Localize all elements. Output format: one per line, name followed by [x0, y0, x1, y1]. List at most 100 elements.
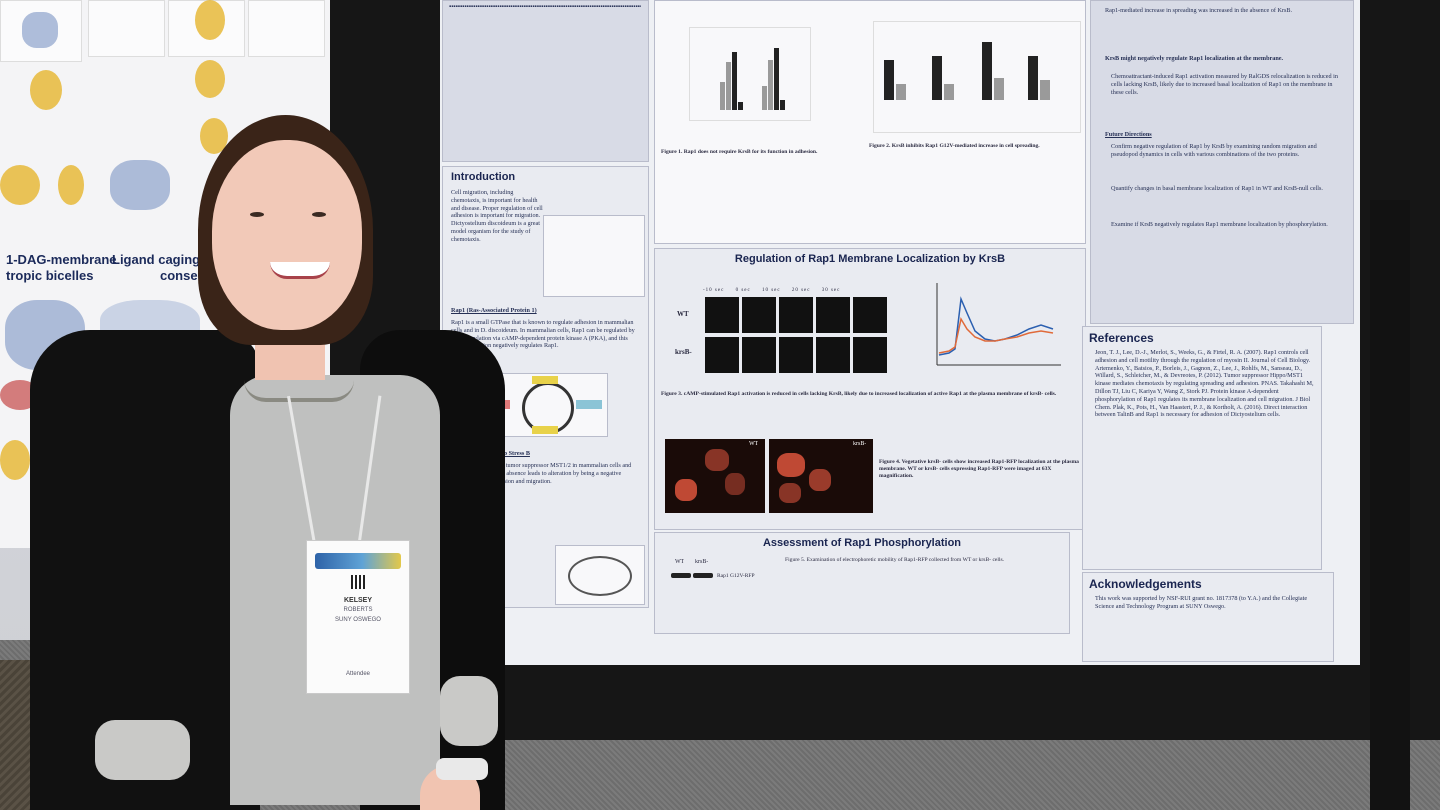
molecule-image — [0, 440, 30, 480]
abstract-text: ▪▪▪▪▪▪▪▪▪▪▪▪▪▪▪▪▪▪▪▪▪▪▪▪▪▪▪▪▪▪▪▪▪▪▪▪▪▪▪▪… — [449, 3, 641, 10]
lane-label-wt: WT — [675, 559, 685, 565]
future-item: Confirm negative regulation of Rap1 by K… — [1111, 143, 1317, 158]
time-label: 10 sec — [761, 288, 781, 293]
cell-blob — [809, 469, 831, 491]
gef-label-box — [576, 400, 602, 409]
figure3-caption: Figure 3. cAMP-stimulated Rap1 activatio… — [661, 391, 1057, 397]
badge-surname: ROBERTS — [343, 607, 373, 613]
molecule-image — [58, 165, 84, 205]
chart-bar — [884, 60, 894, 100]
chart-bar — [780, 100, 785, 110]
cell-blob — [675, 479, 697, 501]
chart-bar — [762, 86, 767, 110]
acknowledgements-text: This work was supported by NSF-RUI grant… — [1095, 595, 1308, 610]
cell-blob — [777, 453, 805, 477]
chart-bar — [732, 52, 737, 110]
badge-role: Attendee — [345, 671, 371, 677]
conclusion-bullet: Chemoattractant-induced Rap1 activation … — [1111, 73, 1338, 96]
molecule-image — [195, 60, 225, 98]
microscopy-frame — [742, 337, 776, 373]
microscopy-frame — [853, 297, 887, 333]
microscopy-frame — [705, 297, 739, 333]
cell-blob — [725, 473, 745, 495]
chart-bar — [1028, 56, 1038, 100]
chart-bar — [932, 56, 942, 100]
necklace — [244, 380, 354, 402]
chart-bar — [1040, 80, 1050, 100]
introduction-text: Cell migration, including chemotaxis, is… — [451, 189, 543, 243]
molecule-image — [0, 165, 40, 205]
microscopy-frame — [779, 337, 813, 373]
molecule-image — [195, 0, 225, 40]
membrane-localization-box: Regulation of Rap1 Membrane Localization… — [654, 248, 1086, 530]
conclusion-text: Rap1-mediated increase in spreading was … — [1105, 7, 1293, 14]
fluorescence-image-krsb: krsB- — [769, 439, 873, 513]
molecule-image — [110, 160, 170, 210]
research-poster: ▪▪▪▪▪▪▪▪▪▪▪▪▪▪▪▪▪▪▪▪▪▪▪▪▪▪▪▪▪▪▪▪▪▪▪▪▪▪▪▪… — [440, 0, 1360, 665]
results-top-box: Figure 1. Rap1 does not require KrsB for… — [654, 0, 1086, 244]
time-labels: -10 sec 0 sec 10 sec 20 sec 30 sec — [703, 287, 893, 295]
poster-board-leg — [1370, 200, 1410, 810]
chart-bar — [896, 84, 906, 100]
interaction-arrow-icon — [568, 556, 632, 596]
cell-blob — [705, 449, 729, 471]
figure4-caption: Figure 4. Vegetative krsB- cells show in… — [879, 459, 1079, 479]
qr-code-icon — [351, 575, 365, 589]
time-label: -10 sec — [703, 288, 725, 293]
poster-heading: 1-DAG-membrane — [6, 252, 117, 267]
future-item: Examine if KrsB negatively regulates Rap… — [1111, 221, 1328, 228]
poster-panel — [88, 0, 165, 57]
microscopy-frame — [705, 337, 739, 373]
rap1-heading: Rap1 (Ras-Associated Protein 1) — [451, 307, 537, 314]
fluorescence-image-wt: WT — [665, 439, 765, 513]
cell-blob — [779, 483, 801, 503]
microscopy-frame — [816, 297, 850, 333]
chart-bar — [774, 48, 779, 110]
eye — [312, 212, 326, 217]
references-title: References — [1089, 331, 1154, 345]
krsb-rap1-diagram — [555, 545, 645, 605]
western-band — [693, 573, 713, 578]
chart-bar — [738, 102, 743, 110]
figure5-caption: Figure 5. Examination of electrophoretic… — [785, 557, 1005, 563]
sleeve-cuff — [95, 720, 190, 780]
gdp-label-box — [532, 426, 558, 434]
chart-bar — [720, 82, 725, 110]
krsb-series-line — [938, 316, 1054, 354]
band-label: Rap1 G12V-RFP — [717, 573, 755, 579]
microscopy-frame — [853, 337, 887, 373]
time-label: 20 sec — [791, 288, 811, 293]
name-badge: KELSEY ROBERTS SUNY OSWEGO Attendee — [306, 540, 410, 694]
eye — [250, 212, 264, 217]
conclusion-bold: KrsB might negatively regulate Rap1 loca… — [1105, 55, 1284, 62]
western-band — [671, 573, 691, 578]
chart-bar — [726, 62, 731, 110]
phosphorylation-title: Assessment of Rap1 Phosphorylation — [762, 537, 962, 549]
figure1-caption: Figure 1. Rap1 does not require KrsB for… — [661, 149, 818, 155]
badge-name: KELSEY — [343, 597, 372, 604]
conference-logo — [315, 553, 401, 569]
acknowledgements-title: Acknowledgements — [1089, 577, 1202, 591]
future-directions-title: Future Directions — [1105, 131, 1152, 138]
fluor-label-wt: WT — [749, 441, 759, 447]
references-text: Jeon, T. J., Lee, D.-J., Merlot, S., Wee… — [1095, 349, 1314, 419]
relocalization-line-plot — [936, 283, 1061, 366]
figure2-bar-chart — [873, 21, 1081, 133]
molecule-image — [30, 70, 62, 110]
row-label-krsb: krsB- — [675, 349, 692, 356]
acknowledgements-box: Acknowledgements This work was supported… — [1082, 572, 1334, 662]
time-label: 0 sec — [735, 288, 751, 293]
row-label-wt: WT — [677, 311, 689, 318]
pathway-diagram — [543, 215, 645, 297]
molecule-image — [22, 12, 58, 48]
conclusions-box: Rap1-mediated increase in spreading was … — [1090, 0, 1354, 324]
chart-bar — [994, 78, 1004, 100]
wt-series-line — [938, 296, 1054, 356]
time-label: 30 sec — [821, 288, 841, 293]
chart-bar — [982, 42, 992, 100]
rap1-text: Rap1 is a small GTPase that is known to … — [451, 319, 635, 350]
abstract-box: ▪▪▪▪▪▪▪▪▪▪▪▪▪▪▪▪▪▪▪▪▪▪▪▪▪▪▪▪▪▪▪▪▪▪▪▪▪▪▪▪… — [442, 0, 649, 162]
phosphorylation-box: Assessment of Rap1 Phosphorylation WT kr… — [654, 532, 1070, 634]
chart-bar — [944, 84, 954, 100]
references-box: References Jeon, T. J., Lee, D.-J., Merl… — [1082, 326, 1322, 570]
